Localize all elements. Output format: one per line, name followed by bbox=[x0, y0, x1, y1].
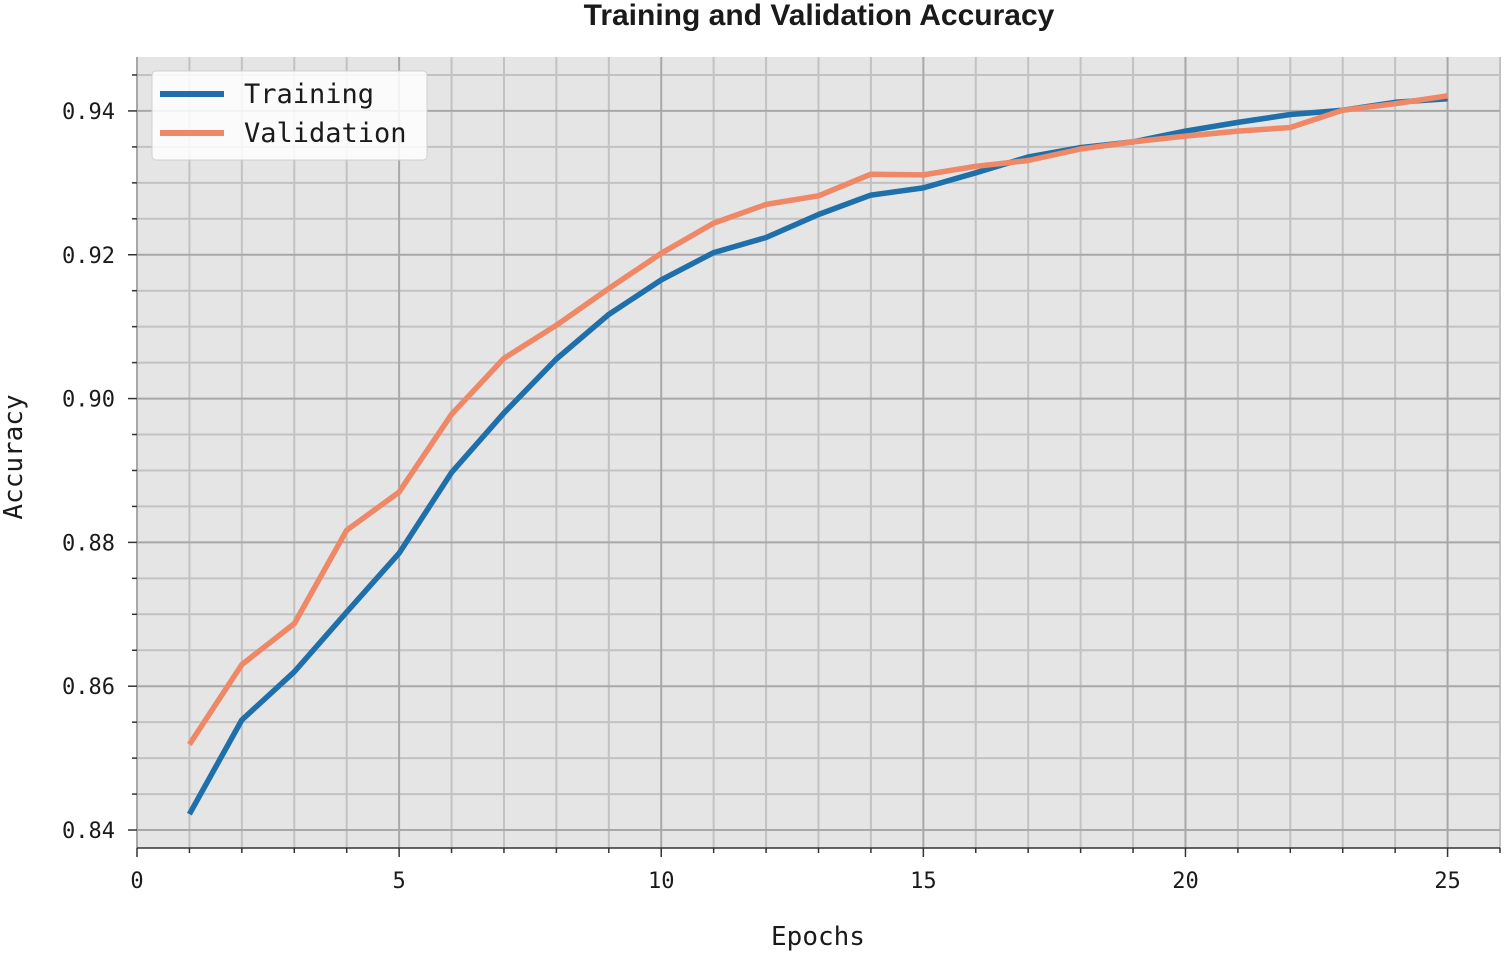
y-tick-label: 0.94 bbox=[62, 100, 115, 125]
series-line-training bbox=[186, 95, 1448, 816]
legend: Training Validation bbox=[151, 70, 428, 161]
series-lines bbox=[186, 93, 1449, 816]
x-tick-label: 5 bbox=[392, 869, 405, 894]
x-tick-label: 10 bbox=[648, 869, 675, 894]
legend-label-validation: Validation bbox=[244, 118, 407, 149]
chart-title: Training and Validation Accuracy bbox=[584, 0, 1055, 32]
x-tick-label: 20 bbox=[1172, 869, 1199, 894]
x-tick-label: 0 bbox=[130, 869, 143, 894]
x-axis-label: Epochs bbox=[771, 922, 865, 952]
x-tick-label: 25 bbox=[1434, 869, 1461, 894]
grid-lines bbox=[136, 57, 1501, 848]
y-tick-label: 0.86 bbox=[62, 675, 115, 700]
legend-label-training: Training bbox=[244, 79, 374, 110]
series-line-validation bbox=[187, 93, 1449, 747]
x-tick-label: 15 bbox=[910, 869, 937, 894]
y-tick-label: 0.88 bbox=[62, 531, 115, 556]
y-axis-label: Accuracy bbox=[0, 394, 29, 519]
y-tick-label: 0.92 bbox=[62, 244, 115, 269]
axes: 0 5 10 15 20 25 0.84 0.86 0.88 0.90 0.92 0.94 bbox=[62, 74, 1501, 894]
y-tick-label: 0.84 bbox=[62, 819, 115, 844]
y-tick-label: 0.90 bbox=[62, 388, 115, 413]
